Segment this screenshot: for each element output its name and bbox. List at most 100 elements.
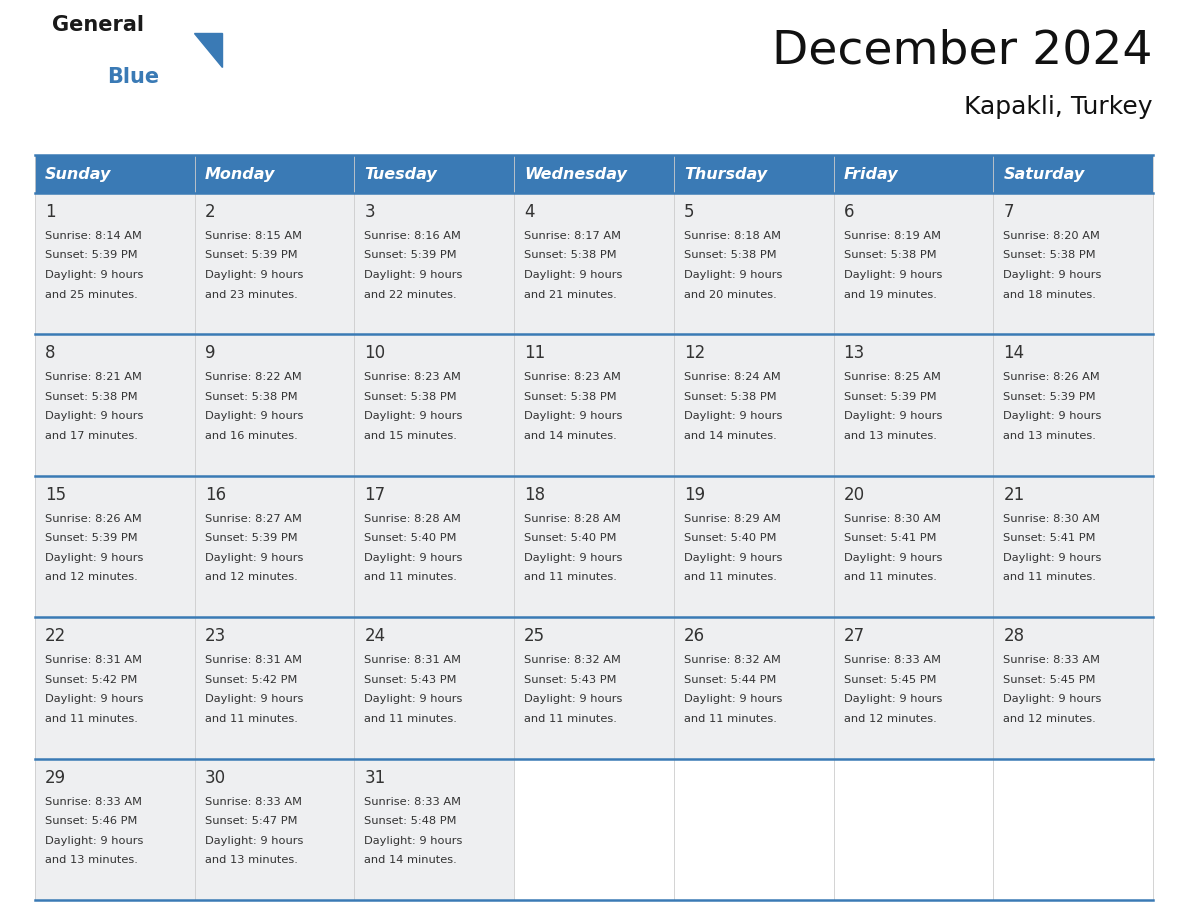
Text: Sunrise: 8:33 AM: Sunrise: 8:33 AM [204, 797, 302, 807]
Bar [514, 476, 674, 617]
Bar [674, 476, 834, 617]
Bar [834, 758, 993, 900]
Text: and 12 minutes.: and 12 minutes. [45, 572, 138, 582]
Text: 10: 10 [365, 344, 386, 363]
Text: Daylight: 9 hours: Daylight: 9 hours [1004, 411, 1101, 421]
Text: Sunset: 5:38 PM: Sunset: 5:38 PM [1004, 251, 1095, 261]
Text: Sunset: 5:38 PM: Sunset: 5:38 PM [45, 392, 138, 402]
Text: Kapakli, Turkey: Kapakli, Turkey [965, 95, 1154, 119]
Text: Daylight: 9 hours: Daylight: 9 hours [365, 694, 463, 704]
Text: 22: 22 [45, 627, 67, 645]
Text: 25: 25 [524, 627, 545, 645]
Text: Sunset: 5:39 PM: Sunset: 5:39 PM [365, 251, 457, 261]
Text: Sunset: 5:41 PM: Sunset: 5:41 PM [843, 533, 936, 543]
Polygon shape [194, 33, 222, 67]
Bar [993, 193, 1154, 334]
Text: Saturday: Saturday [1004, 166, 1085, 182]
Text: and 19 minutes.: and 19 minutes. [843, 289, 936, 299]
Text: and 11 minutes.: and 11 minutes. [45, 713, 138, 723]
Text: 11: 11 [524, 344, 545, 363]
Text: 29: 29 [45, 768, 67, 787]
Text: Sunset: 5:38 PM: Sunset: 5:38 PM [843, 251, 936, 261]
Text: Sunrise: 8:33 AM: Sunrise: 8:33 AM [1004, 655, 1100, 666]
Text: Thursday: Thursday [684, 166, 767, 182]
Text: and 20 minutes.: and 20 minutes. [684, 289, 777, 299]
Bar [674, 617, 834, 758]
Text: Wednesday: Wednesday [524, 166, 627, 182]
Text: Daylight: 9 hours: Daylight: 9 hours [524, 270, 623, 280]
Text: Sunrise: 8:21 AM: Sunrise: 8:21 AM [45, 373, 141, 383]
Text: Monday: Monday [204, 166, 276, 182]
Text: 30: 30 [204, 768, 226, 787]
Text: and 17 minutes.: and 17 minutes. [45, 431, 138, 441]
Bar [195, 476, 354, 617]
Text: Sunrise: 8:31 AM: Sunrise: 8:31 AM [365, 655, 461, 666]
Text: and 13 minutes.: and 13 minutes. [843, 431, 936, 441]
Bar [514, 617, 674, 758]
Text: 12: 12 [684, 344, 706, 363]
Text: Daylight: 9 hours: Daylight: 9 hours [45, 270, 144, 280]
Text: 16: 16 [204, 486, 226, 504]
Bar [993, 758, 1154, 900]
Text: Sunrise: 8:24 AM: Sunrise: 8:24 AM [684, 373, 781, 383]
Text: Sunset: 5:39 PM: Sunset: 5:39 PM [1004, 392, 1095, 402]
Bar [195, 617, 354, 758]
Text: Sunrise: 8:30 AM: Sunrise: 8:30 AM [1004, 514, 1100, 524]
Text: Sunrise: 8:25 AM: Sunrise: 8:25 AM [843, 373, 941, 383]
Text: Sunset: 5:39 PM: Sunset: 5:39 PM [843, 392, 936, 402]
Text: Daylight: 9 hours: Daylight: 9 hours [684, 411, 782, 421]
Text: 21: 21 [1004, 486, 1024, 504]
Text: Sunrise: 8:28 AM: Sunrise: 8:28 AM [524, 514, 621, 524]
Text: 9: 9 [204, 344, 215, 363]
Text: and 11 minutes.: and 11 minutes. [1004, 572, 1097, 582]
Text: Sunset: 5:48 PM: Sunset: 5:48 PM [365, 816, 457, 826]
Bar [514, 758, 674, 900]
Text: 23: 23 [204, 627, 226, 645]
Text: Sunset: 5:39 PM: Sunset: 5:39 PM [45, 533, 138, 543]
Bar [834, 334, 993, 476]
Bar [34, 758, 195, 900]
Text: Sunset: 5:38 PM: Sunset: 5:38 PM [684, 251, 777, 261]
Text: and 11 minutes.: and 11 minutes. [843, 572, 936, 582]
Text: 4: 4 [524, 203, 535, 221]
Text: Blue: Blue [107, 67, 159, 87]
Text: Sunrise: 8:14 AM: Sunrise: 8:14 AM [45, 231, 141, 241]
Bar [674, 155, 834, 193]
Text: Sunrise: 8:32 AM: Sunrise: 8:32 AM [684, 655, 781, 666]
Bar [34, 476, 195, 617]
Text: Daylight: 9 hours: Daylight: 9 hours [684, 694, 782, 704]
Text: and 12 minutes.: and 12 minutes. [204, 572, 297, 582]
Bar [514, 193, 674, 334]
Bar [674, 758, 834, 900]
Text: and 11 minutes.: and 11 minutes. [684, 713, 777, 723]
Bar [34, 334, 195, 476]
Text: 18: 18 [524, 486, 545, 504]
Text: Daylight: 9 hours: Daylight: 9 hours [843, 270, 942, 280]
Text: Daylight: 9 hours: Daylight: 9 hours [365, 411, 463, 421]
Text: 15: 15 [45, 486, 67, 504]
Text: Sunset: 5:41 PM: Sunset: 5:41 PM [1004, 533, 1095, 543]
Text: 31: 31 [365, 768, 386, 787]
Text: and 13 minutes.: and 13 minutes. [1004, 431, 1097, 441]
Text: 6: 6 [843, 203, 854, 221]
Text: 3: 3 [365, 203, 375, 221]
Bar [195, 193, 354, 334]
Text: Sunset: 5:39 PM: Sunset: 5:39 PM [204, 533, 297, 543]
Bar [834, 155, 993, 193]
Bar [34, 617, 195, 758]
Text: 19: 19 [684, 486, 704, 504]
Text: Sunset: 5:39 PM: Sunset: 5:39 PM [204, 251, 297, 261]
Bar [354, 758, 514, 900]
Bar [674, 193, 834, 334]
Text: and 11 minutes.: and 11 minutes. [684, 572, 777, 582]
Text: Daylight: 9 hours: Daylight: 9 hours [365, 553, 463, 563]
Text: Sunset: 5:38 PM: Sunset: 5:38 PM [524, 392, 617, 402]
Text: and 14 minutes.: and 14 minutes. [524, 431, 617, 441]
Text: Sunset: 5:42 PM: Sunset: 5:42 PM [45, 675, 138, 685]
Bar [514, 155, 674, 193]
Text: Sunset: 5:40 PM: Sunset: 5:40 PM [684, 533, 776, 543]
Bar [514, 334, 674, 476]
Text: Sunset: 5:40 PM: Sunset: 5:40 PM [365, 533, 457, 543]
Text: and 11 minutes.: and 11 minutes. [365, 572, 457, 582]
Text: Daylight: 9 hours: Daylight: 9 hours [45, 411, 144, 421]
